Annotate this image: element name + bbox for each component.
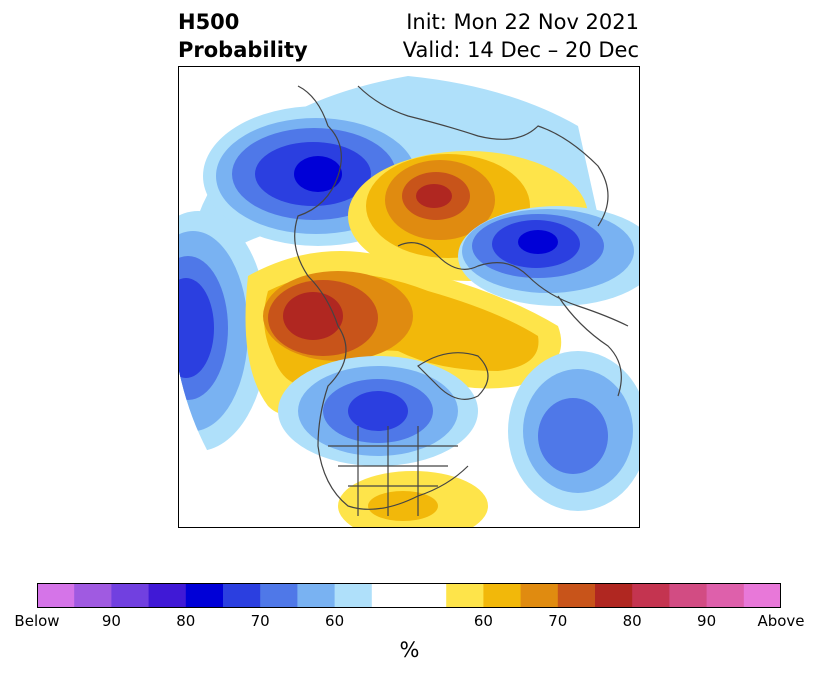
map-subtitle: Init: Mon 22 Nov 2021 Valid: 14 Dec – 20…	[403, 8, 639, 64]
colorbar-swatch	[37, 583, 75, 608]
colorbar-swatch	[557, 583, 596, 608]
colorbar-swatch	[743, 583, 781, 608]
blue-anomaly-north-pacific	[178, 211, 268, 451]
colorbar-tick-label: 60	[473, 612, 493, 630]
map-svg	[178, 66, 640, 528]
colorbar-swatch	[223, 583, 261, 608]
colorbar	[37, 583, 781, 608]
title-line-1: H500	[178, 10, 240, 34]
colorbar-swatch	[446, 583, 484, 608]
colorbar-swatch	[111, 583, 150, 608]
colorbar-tick-label: 80	[622, 612, 642, 630]
colorbar-swatch	[260, 583, 298, 608]
colorbar-swatch	[74, 583, 112, 608]
colorbar-swatch	[595, 583, 633, 608]
colorbar-border	[37, 583, 781, 608]
colorbar-tick-label: 70	[250, 612, 270, 630]
colorbar-tick-label: 90	[697, 612, 717, 630]
colorbar-tick-label: 70	[548, 612, 568, 630]
colorbar-ticks: Below 90 80 70 60 60 70 80 90 Above	[0, 612, 819, 636]
colorbar-tick-label: 80	[176, 612, 196, 630]
colorbar-swatch	[185, 583, 224, 608]
colorbar-unit-label: %	[399, 638, 420, 662]
colorbar-swatch	[409, 583, 447, 608]
colorbar-tick-label: Above	[757, 612, 805, 630]
colorbar-tick-label: 60	[325, 612, 345, 630]
colorbar-swatch	[483, 583, 522, 608]
colorbar-swatch	[632, 583, 670, 608]
init-date: Init: Mon 22 Nov 2021	[406, 10, 639, 34]
blue-anomaly-central-canada	[278, 356, 478, 466]
colorbar-swatch	[371, 583, 410, 608]
colorbar-swatch	[706, 583, 745, 608]
title-line-2: Probability	[178, 38, 308, 62]
map-title: H500 Probability	[178, 8, 308, 64]
coastlines	[294, 85, 629, 516]
colorbar-swatch	[148, 583, 187, 608]
colorbar-tick-label: Below	[14, 612, 60, 630]
colorbar-tick-label: 90	[101, 612, 121, 630]
valid-range: Valid: 14 Dec – 20 Dec	[402, 38, 639, 62]
colorbar-swatch	[334, 583, 373, 608]
probability-map	[178, 66, 640, 528]
blue-anomaly-europe	[458, 206, 640, 306]
yellow-anomaly-southeast-us	[338, 471, 488, 528]
blue-anomaly-north-atlantic	[508, 351, 640, 511]
colorbar-swatch	[520, 583, 559, 608]
colorbar-swatch	[669, 583, 708, 608]
colorbar-swatch	[297, 583, 336, 608]
